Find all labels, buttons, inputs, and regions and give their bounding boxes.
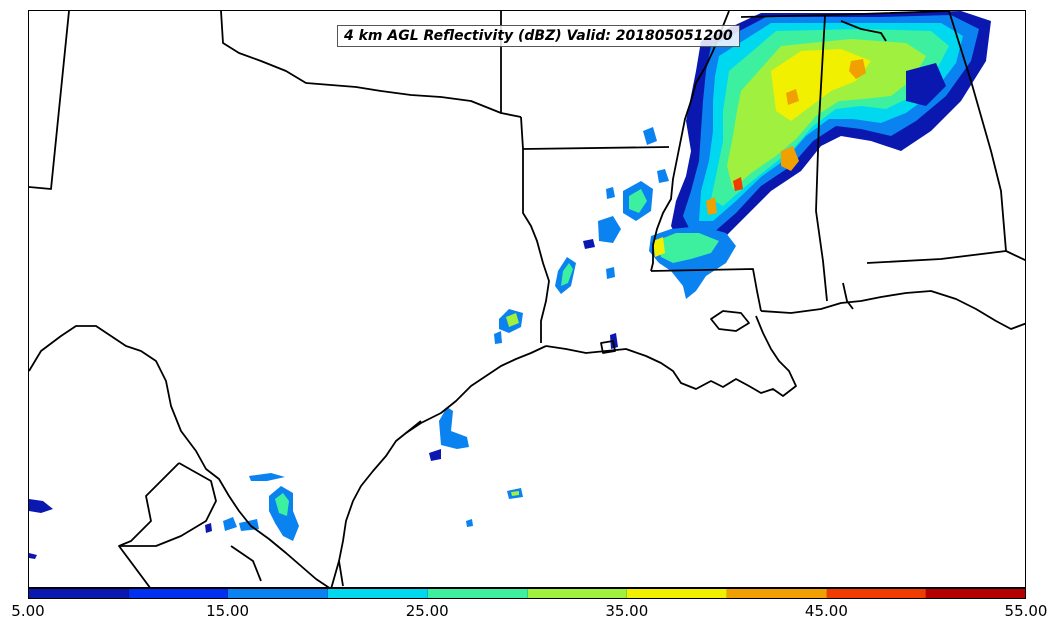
mx-state-3 (230, 545, 262, 582)
mobile-bay (842, 282, 854, 310)
echo-core-45b (849, 59, 866, 79)
tn-border (740, 11, 950, 18)
colorbar-segment (427, 589, 528, 598)
echo-core-45d (706, 197, 717, 215)
map-panel: 4 km AGL Reflectivity (dBZ) Valid: 20180… (28, 10, 1026, 588)
colorbar-segment (826, 589, 927, 598)
echo-mx-3 (223, 517, 237, 531)
rio-grande (29, 325, 330, 587)
colorbar-tick-label: 25.00 (405, 602, 449, 620)
echo-cell-ar1-inner (629, 189, 647, 213)
echo-gulf-4 (466, 519, 473, 527)
map-canvas (29, 11, 1025, 587)
fl-border (866, 250, 1025, 264)
colorbar-segment (29, 589, 129, 598)
tx-la-border (520, 116, 550, 343)
echo-cell-tx2-inner (506, 313, 519, 327)
colorbar-tick-label: 15.00 (206, 602, 250, 620)
colorbar-tick-label: 5.00 (11, 602, 45, 620)
colorbar-tick-label: 35.00 (605, 602, 649, 620)
lake-pontchartrain (710, 310, 750, 332)
echo-line-mid-inner (656, 233, 719, 263)
echo-cell-ar3 (583, 239, 595, 249)
map-title: 4 km AGL Reflectivity (dBZ) Valid: 20180… (337, 25, 740, 47)
echo-cell-ar5 (657, 169, 669, 183)
gulf-coast-east (760, 290, 1025, 330)
echo-gulf-1 (439, 407, 469, 449)
echo-cell-tx3 (606, 267, 615, 279)
tx-coast (330, 345, 547, 587)
colorbar-segment (228, 589, 329, 598)
colorbar-segment (527, 589, 628, 598)
echo-cell-ar6 (643, 127, 657, 145)
echo-cell-tx4 (494, 331, 502, 344)
colorbar-segment (328, 589, 428, 598)
colorbar-segment (926, 589, 1026, 598)
colorbar-segment (128, 589, 229, 598)
echo-cell-tx1-inner (561, 263, 573, 286)
nm-tx-border (29, 11, 70, 190)
colorbar-tick-label: 45.00 (804, 602, 848, 620)
echo-mx-1-inner (275, 493, 289, 516)
echo-cell-ar2 (598, 216, 621, 243)
echo-line-mid-core (653, 237, 665, 257)
al-ga-border (948, 11, 1007, 252)
echo-mx-7 (29, 553, 37, 559)
reflectivity-field (29, 11, 991, 559)
colorbar-segment (627, 589, 727, 598)
mx-state-1 (118, 462, 217, 587)
lake-small (600, 340, 616, 354)
echo-gulf-2 (429, 449, 441, 461)
echo-core-45a (781, 146, 799, 171)
echo-mx-6 (205, 523, 212, 533)
echo-core-45c (733, 177, 743, 191)
colorbar (28, 588, 1026, 599)
colorbar-segment (726, 589, 827, 598)
la-ms-border (650, 268, 762, 312)
echo-mx-2 (249, 473, 285, 481)
echo-hole (906, 63, 946, 106)
echo-gulf-3-inner (511, 491, 519, 496)
tn-river (840, 20, 887, 42)
ms-al-border (815, 15, 828, 302)
red-river (220, 11, 522, 118)
mx-state-2 (118, 462, 180, 547)
echo-cell-ar4 (606, 187, 615, 199)
boundaries (29, 11, 1025, 587)
la-coast (545, 315, 797, 397)
echo-mx-5 (29, 499, 53, 513)
colorbar-tick-label: 55.00 (1004, 602, 1048, 620)
barrier-islands (338, 420, 422, 587)
mississippi-river (650, 11, 730, 272)
echo-core-45e (786, 89, 799, 105)
ar-la-border (522, 146, 670, 150)
echo-cell-la1 (610, 333, 618, 349)
